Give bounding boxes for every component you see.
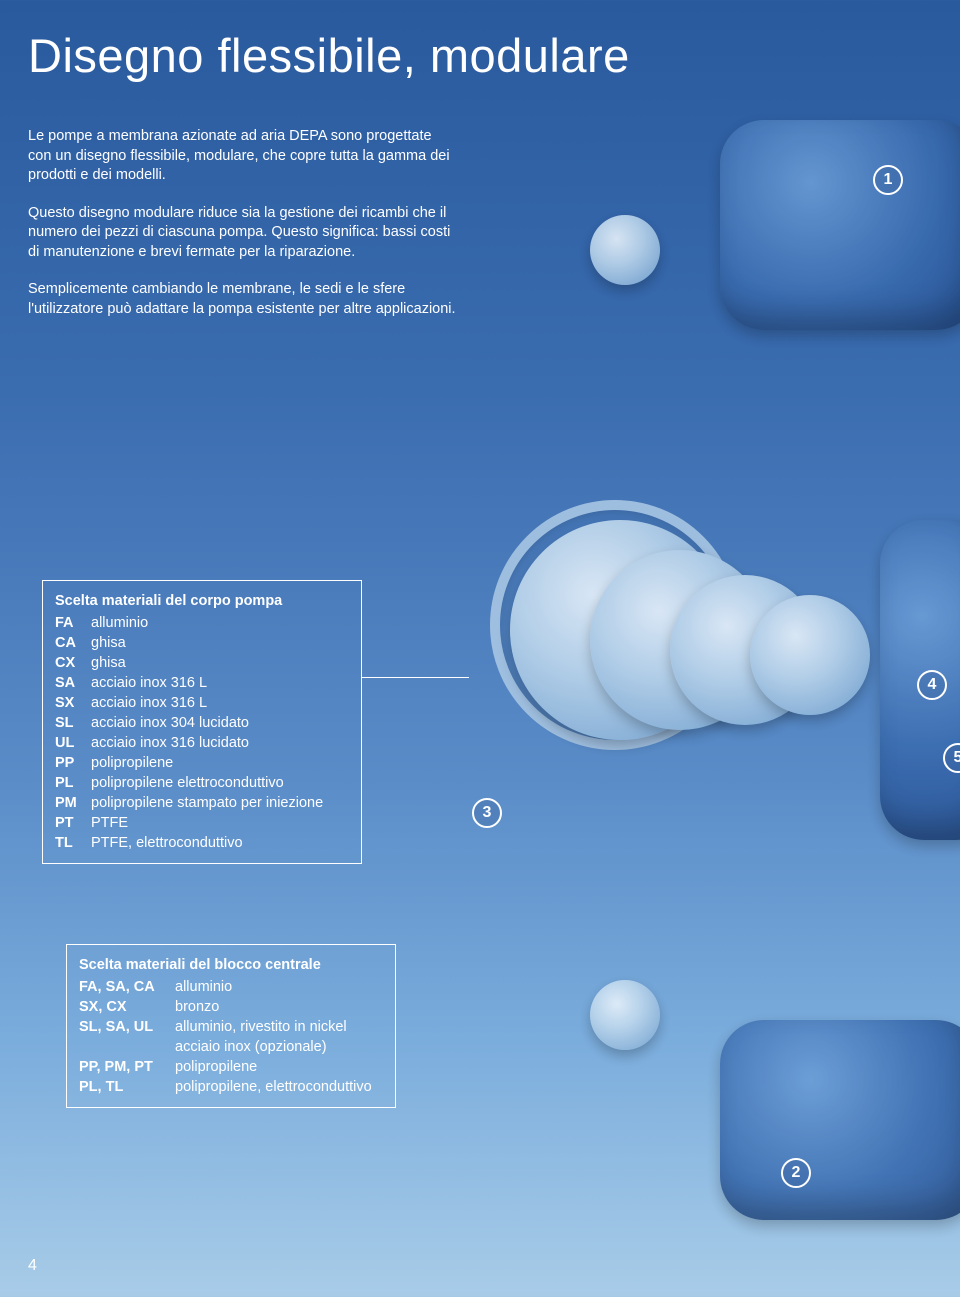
material-row: PL, TLpolipropilene, elettroconduttivo <box>79 1077 383 1097</box>
callout-5: 5 <box>943 743 960 773</box>
material-row: TLPTFE, elettroconduttivo <box>55 833 349 853</box>
material-desc: polipropilene <box>175 1057 257 1077</box>
material-desc: polipropilene elettroconduttivo <box>91 773 284 793</box>
material-row: ULacciaio inox 316 lucidato <box>55 733 349 753</box>
material-desc: acciaio inox 316 L <box>91 673 207 693</box>
material-row: SL, SA, ULalluminio, rivestito in nickel… <box>79 1017 383 1057</box>
material-desc: polipropilene stampato per iniezione <box>91 793 323 813</box>
material-row: PMpolipropilene stampato per iniezione <box>55 793 349 813</box>
material-row: PTPTFE <box>55 813 349 833</box>
material-code: SX, CX <box>79 997 175 1017</box>
material-desc: acciaio inox 304 lucidato <box>91 713 249 733</box>
leader-line <box>361 677 469 678</box>
material-code: SX <box>55 693 91 713</box>
material-desc: acciaio inox 316 L <box>91 693 207 713</box>
intro-paragraph: Questo disegno modulare riduce sia la ge… <box>28 204 458 263</box>
page-number: 4 <box>28 1257 37 1275</box>
intro-text: Le pompe a membrana azionate ad aria DEP… <box>28 127 458 320</box>
material-row: SLacciaio inox 304 lucidato <box>55 713 349 733</box>
material-code: FA, SA, CA <box>79 977 175 997</box>
material-row: PPpolipropilene <box>55 753 349 773</box>
material-desc: ghisa <box>91 653 126 673</box>
material-row: FA, SA, CAalluminio <box>79 977 383 997</box>
material-row: FAalluminio <box>55 613 349 633</box>
material-desc: PTFE <box>91 813 128 833</box>
material-row: SXacciaio inox 316 L <box>55 693 349 713</box>
material-row: CAghisa <box>55 633 349 653</box>
material-row: SX, CXbronzo <box>79 997 383 1017</box>
material-code: SL, SA, UL <box>79 1017 175 1057</box>
callout-2: 2 <box>781 1158 811 1188</box>
material-desc: acciaio inox 316 lucidato <box>91 733 249 753</box>
material-code: PT <box>55 813 91 833</box>
materials-pump-body-box: Scelta materiali del corpo pompa FAallum… <box>42 580 362 864</box>
material-desc: alluminio <box>175 977 232 997</box>
page-title: Disegno flessibile, modulare <box>28 28 960 83</box>
material-row: CXghisa <box>55 653 349 673</box>
material-code: FA <box>55 613 91 633</box>
box-title: Scelta materiali del corpo pompa <box>55 591 349 611</box>
callout-1: 1 <box>873 165 903 195</box>
material-code: PM <box>55 793 91 813</box>
callout-3: 3 <box>472 798 502 828</box>
material-code: SL <box>55 713 91 733</box>
material-code: PP <box>55 753 91 773</box>
material-desc: PTFE, elettroconduttivo <box>91 833 243 853</box>
material-code: TL <box>55 833 91 853</box>
material-code: SA <box>55 673 91 693</box>
box-title: Scelta materiali del blocco centrale <box>79 955 383 975</box>
material-code: PL, TL <box>79 1077 175 1097</box>
material-code: PP, PM, PT <box>79 1057 175 1077</box>
materials-center-block-box: Scelta materiali del blocco centrale FA,… <box>66 944 396 1108</box>
material-desc: alluminio, rivestito in nickel acciaio i… <box>175 1017 383 1057</box>
callout-4: 4 <box>917 670 947 700</box>
material-code: PL <box>55 773 91 793</box>
material-row: PLpolipropilene elettroconduttivo <box>55 773 349 793</box>
material-desc: alluminio <box>91 613 148 633</box>
material-desc: ghisa <box>91 633 126 653</box>
material-code: CX <box>55 653 91 673</box>
material-desc: polipropilene <box>91 753 173 773</box>
material-desc: polipropilene, elettroconduttivo <box>175 1077 372 1097</box>
material-desc: bronzo <box>175 997 219 1017</box>
intro-paragraph: Le pompe a membrana azionate ad aria DEP… <box>28 127 458 186</box>
material-code: UL <box>55 733 91 753</box>
intro-paragraph: Semplicemente cambiando le membrane, le … <box>28 280 458 319</box>
material-row: PP, PM, PTpolipropilene <box>79 1057 383 1077</box>
material-row: SAacciaio inox 316 L <box>55 673 349 693</box>
material-code: CA <box>55 633 91 653</box>
pump-exploded-illustration <box>420 120 960 1220</box>
page: Disegno flessibile, modulare Le pompe a … <box>0 0 960 1297</box>
